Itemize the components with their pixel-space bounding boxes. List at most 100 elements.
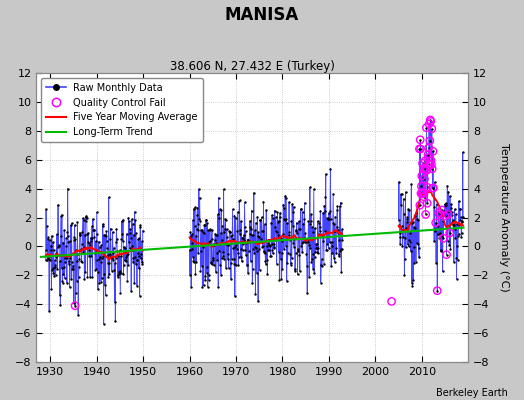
- Point: [192, 233, 200, 239]
- Point: [134, 265, 143, 272]
- Point: [402, 224, 410, 231]
- Point: [136, 222, 145, 228]
- Point: [419, 190, 427, 196]
- Point: [397, 202, 406, 208]
- Point: [205, 227, 214, 233]
- Point: [93, 209, 101, 216]
- Point: [228, 206, 237, 212]
- Point: [218, 222, 226, 229]
- Point: [400, 272, 409, 278]
- Point: [415, 146, 423, 152]
- Point: [92, 247, 100, 253]
- Point: [211, 232, 220, 238]
- Point: [257, 214, 266, 220]
- Point: [442, 252, 451, 258]
- Point: [186, 272, 194, 278]
- Point: [50, 272, 58, 279]
- Point: [127, 235, 135, 241]
- Point: [280, 217, 289, 223]
- Point: [299, 239, 307, 246]
- Point: [271, 214, 280, 220]
- Point: [223, 226, 231, 232]
- Point: [93, 257, 102, 264]
- Point: [412, 240, 421, 246]
- Point: [227, 276, 235, 282]
- Point: [291, 268, 299, 274]
- Point: [300, 235, 308, 241]
- Point: [271, 224, 280, 230]
- Point: [78, 259, 86, 266]
- Point: [257, 236, 265, 242]
- Point: [312, 241, 320, 247]
- Point: [107, 254, 115, 260]
- Point: [125, 245, 134, 252]
- Point: [54, 244, 62, 250]
- Point: [247, 225, 255, 232]
- Point: [86, 274, 94, 280]
- Point: [47, 242, 55, 249]
- Point: [280, 205, 289, 212]
- Point: [136, 293, 144, 299]
- Point: [241, 199, 249, 205]
- Point: [221, 226, 229, 232]
- Point: [441, 213, 449, 219]
- Point: [420, 194, 428, 200]
- Point: [278, 238, 286, 245]
- Point: [88, 223, 96, 230]
- Point: [424, 154, 432, 161]
- Point: [416, 202, 424, 208]
- Point: [451, 235, 460, 242]
- Point: [332, 244, 340, 251]
- Point: [238, 234, 246, 241]
- Point: [269, 250, 277, 256]
- Point: [196, 268, 204, 275]
- Point: [424, 145, 433, 151]
- Point: [79, 249, 88, 255]
- Point: [314, 231, 323, 237]
- Point: [405, 243, 413, 250]
- Point: [420, 176, 429, 182]
- Point: [458, 217, 466, 224]
- Point: [99, 223, 107, 229]
- Point: [421, 211, 430, 218]
- Point: [292, 228, 301, 234]
- Point: [128, 247, 137, 254]
- Point: [71, 302, 79, 309]
- Point: [422, 124, 431, 131]
- Point: [118, 218, 126, 225]
- Point: [336, 200, 345, 206]
- Point: [293, 230, 301, 237]
- Point: [309, 266, 317, 272]
- Point: [133, 257, 141, 263]
- Point: [303, 290, 311, 296]
- Point: [94, 269, 103, 276]
- Point: [214, 194, 223, 201]
- Point: [110, 245, 118, 251]
- Point: [447, 209, 456, 215]
- Point: [441, 213, 449, 219]
- Point: [325, 239, 334, 246]
- Point: [64, 239, 73, 245]
- Point: [63, 280, 71, 286]
- Point: [453, 221, 461, 227]
- Point: [57, 232, 65, 239]
- Point: [91, 238, 100, 244]
- Point: [100, 321, 108, 327]
- Point: [245, 224, 254, 230]
- Point: [105, 270, 114, 277]
- Point: [407, 181, 416, 187]
- Point: [429, 185, 437, 191]
- Point: [94, 286, 102, 293]
- Point: [328, 250, 336, 256]
- Point: [402, 244, 410, 250]
- Point: [221, 216, 230, 222]
- Point: [455, 206, 464, 212]
- Point: [56, 292, 64, 298]
- Point: [112, 226, 121, 232]
- Point: [314, 244, 322, 251]
- Point: [44, 236, 52, 242]
- Point: [239, 232, 248, 238]
- Point: [291, 266, 299, 272]
- Point: [228, 232, 236, 238]
- Point: [263, 243, 271, 250]
